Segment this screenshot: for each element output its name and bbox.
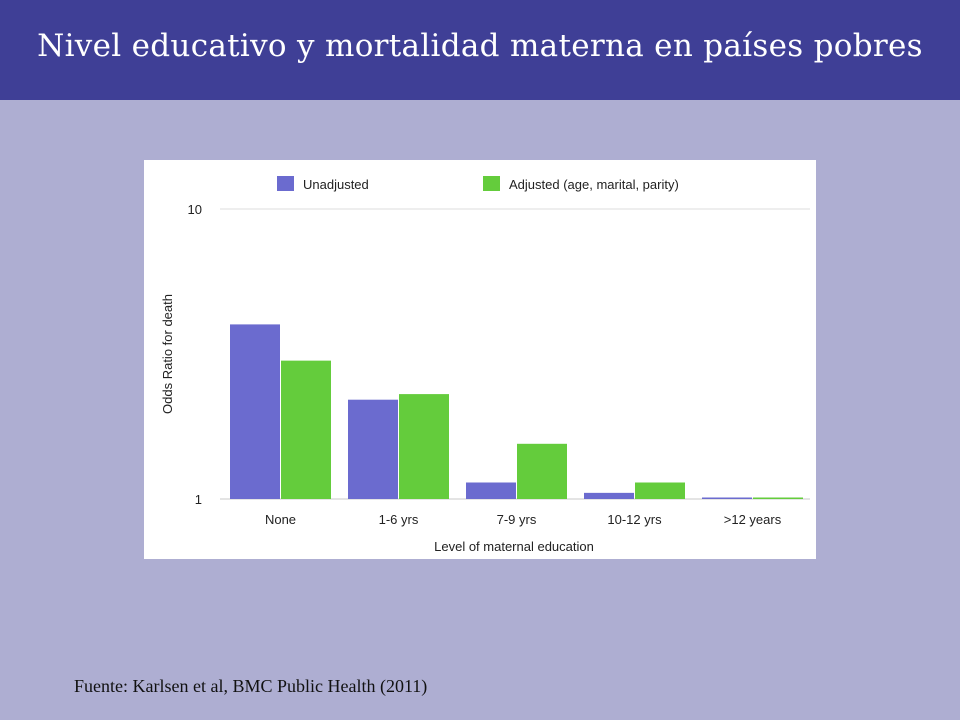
- bar-adjusted: [281, 360, 331, 499]
- y-tick-label: 10: [188, 202, 202, 217]
- title-bar: Nivel educativo y mortalidad materna en …: [0, 0, 960, 100]
- legend-label: Unadjusted: [303, 177, 369, 192]
- slide-title: Nivel educativo y mortalidad materna en …: [37, 28, 923, 64]
- legend-label: Adjusted (age, marital, parity): [509, 177, 679, 192]
- bar-unadjusted: [466, 482, 516, 499]
- legend-swatch-unadjusted: [277, 176, 294, 191]
- legend-swatch-adjusted: [483, 176, 500, 191]
- bar-unadjusted: [348, 399, 398, 499]
- x-tick-label: 1-6 yrs: [379, 512, 419, 527]
- bar-adjusted: [635, 482, 685, 499]
- bar-adjusted: [517, 443, 567, 499]
- bar-unadjusted: [230, 324, 280, 499]
- bar-adjusted: [399, 394, 449, 499]
- bar-chart: 1 10 Odds Ratio for death None 1-6 yrs 7-9 yr…: [160, 176, 810, 554]
- x-tick-label: None: [265, 512, 296, 527]
- bar-unadjusted: [584, 492, 634, 499]
- x-tick-label: >12 years: [724, 512, 782, 527]
- bar-adjusted: [753, 497, 803, 499]
- bar-unadjusted: [702, 497, 752, 499]
- chart-panel: 1 10 Odds Ratio for death None 1-6 yrs 7-9 yr…: [144, 160, 816, 559]
- y-axis-label: Odds Ratio for death: [160, 294, 175, 414]
- source-citation: Fuente: Karlsen et al, BMC Public Health…: [74, 676, 428, 696]
- x-axis-label: Level of maternal education: [434, 539, 594, 554]
- y-tick-label: 1: [195, 492, 202, 507]
- x-tick-label: 7-9 yrs: [497, 512, 537, 527]
- x-tick-label: 10-12 yrs: [607, 512, 662, 527]
